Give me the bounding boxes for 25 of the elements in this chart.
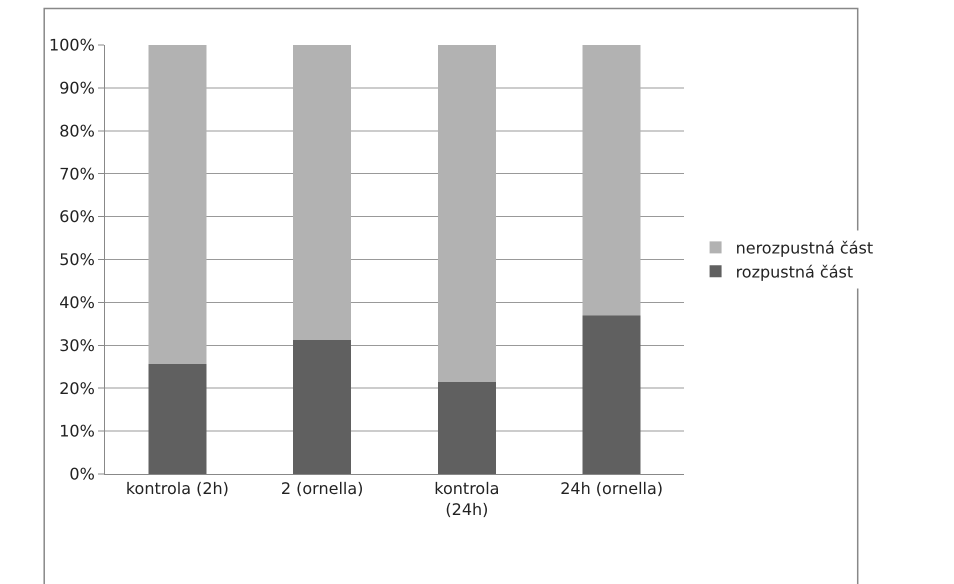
bar <box>148 364 206 474</box>
bar <box>582 45 641 316</box>
y-tick-label: 30% <box>59 336 95 355</box>
bar <box>438 45 496 382</box>
y-tick-label: 80% <box>59 121 95 140</box>
y-tick-label: 100% <box>49 36 95 55</box>
y-tick-label: 50% <box>59 250 95 270</box>
bar <box>438 382 496 474</box>
bar <box>148 45 206 364</box>
x-tick-label: kontrola (24h) <box>434 479 500 519</box>
y-tick-label: 60% <box>59 207 95 226</box>
legend-label: nerozpustná část <box>736 238 874 258</box>
x-tick-label: 24h (ornella) <box>560 479 664 498</box>
y-tick-label: 70% <box>59 164 95 184</box>
bar <box>293 45 352 340</box>
y-tick-label: 20% <box>59 378 95 398</box>
bar <box>582 316 641 474</box>
legend-label: rozpustná část <box>736 262 854 282</box>
x-tick-label: kontrola (2h) <box>126 479 229 498</box>
x-tick-label: 2 (ornella) <box>280 479 364 498</box>
y-tick-label: 40% <box>59 293 95 312</box>
y-tick-label: 0% <box>69 464 95 484</box>
y-tick-label: 10% <box>59 422 95 441</box>
bar <box>293 340 352 474</box>
y-tick-label: 90% <box>59 78 95 98</box>
